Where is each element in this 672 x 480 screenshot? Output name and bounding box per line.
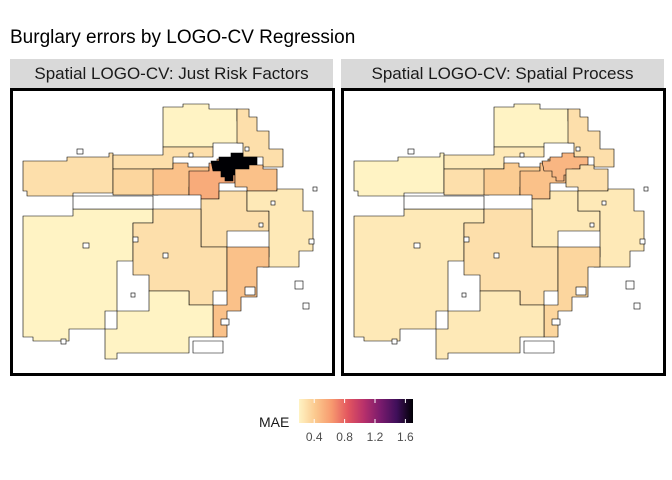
map-spatial-process bbox=[353, 103, 649, 360]
empty-cell bbox=[391, 338, 398, 345]
neighborhood-east-central bbox=[565, 164, 609, 192]
neighborhood-north-mid bbox=[112, 146, 214, 170]
map-gap-1 bbox=[523, 340, 555, 354]
empty-cell bbox=[601, 200, 607, 206]
neighborhood-east bbox=[577, 188, 645, 268]
map-panel-risk-factors bbox=[10, 88, 335, 376]
empty-cell bbox=[551, 318, 561, 326]
empty-cell bbox=[575, 146, 581, 152]
empty-cell bbox=[643, 186, 649, 192]
empty-cell bbox=[589, 222, 595, 228]
legend-colorbar bbox=[299, 399, 413, 423]
empty-cell bbox=[270, 200, 276, 206]
legend-tick-label: 1.2 bbox=[366, 430, 384, 444]
empty-cell bbox=[575, 286, 587, 296]
legend-tick-label: 0.4 bbox=[305, 430, 323, 444]
map-gap-1 bbox=[192, 340, 224, 354]
empty-cell bbox=[312, 186, 318, 192]
neighborhood-southwest bbox=[104, 290, 214, 360]
map-gap-0 bbox=[403, 195, 485, 210]
legend-tick-label: 0.8 bbox=[336, 430, 353, 444]
empty-cell bbox=[639, 238, 646, 245]
neighborhood-northeast bbox=[236, 108, 284, 168]
neighborhood-north-top bbox=[493, 103, 575, 148]
empty-cell bbox=[244, 286, 256, 296]
empty-cell bbox=[493, 252, 500, 259]
neighborhood-northwest bbox=[353, 152, 445, 197]
neighborhood-southwest bbox=[435, 290, 545, 360]
neighborhood-south-mid bbox=[463, 208, 559, 306]
neighborhood-north-mid bbox=[443, 146, 545, 170]
empty-cell bbox=[413, 242, 421, 249]
neighborhood-south-mid bbox=[132, 208, 228, 306]
map-gap-0 bbox=[72, 195, 154, 210]
empty-cell bbox=[519, 152, 525, 158]
empty-cell bbox=[463, 236, 470, 243]
empty-cell bbox=[407, 148, 415, 155]
empty-cell bbox=[633, 302, 641, 310]
empty-cell bbox=[258, 222, 264, 228]
neighborhood-east bbox=[246, 188, 314, 268]
map-risk-factors bbox=[22, 103, 318, 360]
empty-cell bbox=[302, 302, 310, 310]
empty-cell bbox=[244, 146, 250, 152]
neighborhood-northeast bbox=[567, 108, 615, 168]
empty-cell bbox=[82, 242, 90, 249]
facet-strip-risk-factors: Spatial LOGO-CV: Just Risk Factors bbox=[10, 59, 333, 88]
empty-cell bbox=[220, 318, 230, 326]
empty-cell bbox=[132, 236, 139, 243]
legend-tick-label: 1.6 bbox=[397, 430, 414, 444]
facet-strip-spatial-process: Spatial LOGO-CV: Spatial Process bbox=[341, 59, 664, 88]
neighborhood-northwest bbox=[22, 152, 114, 197]
neighborhood-east-central bbox=[234, 164, 278, 192]
map-panel-spatial-process bbox=[341, 88, 666, 376]
empty-cell bbox=[188, 152, 194, 158]
neighborhood-north-top bbox=[162, 103, 244, 148]
chart-title: Burglary errors by LOGO-CV Regression bbox=[10, 27, 356, 48]
empty-cell bbox=[308, 238, 315, 245]
empty-cell bbox=[162, 252, 169, 259]
empty-cell bbox=[294, 280, 304, 290]
empty-cell bbox=[60, 338, 67, 345]
empty-cell bbox=[625, 280, 635, 290]
legend-title: MAE bbox=[259, 414, 290, 430]
empty-cell bbox=[76, 148, 84, 155]
empty-cell bbox=[461, 292, 467, 298]
empty-cell bbox=[130, 292, 136, 298]
